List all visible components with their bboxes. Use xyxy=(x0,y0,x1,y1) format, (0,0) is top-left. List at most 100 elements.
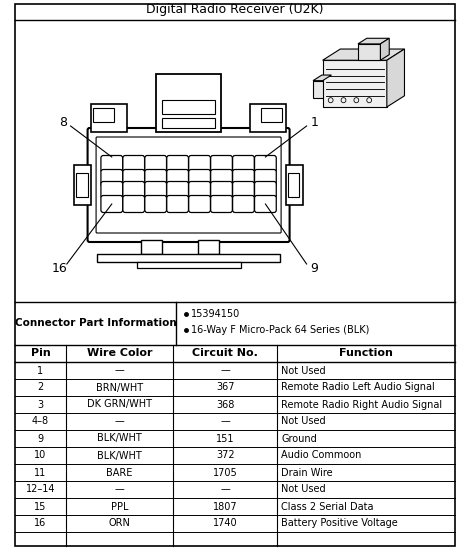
Polygon shape xyxy=(313,75,331,81)
FancyBboxPatch shape xyxy=(167,195,189,212)
Polygon shape xyxy=(381,39,389,60)
Text: 151: 151 xyxy=(216,433,235,443)
FancyBboxPatch shape xyxy=(167,156,189,173)
Text: Not Used: Not Used xyxy=(281,485,326,494)
Bar xyxy=(250,104,286,132)
FancyBboxPatch shape xyxy=(88,128,290,242)
Text: 16: 16 xyxy=(34,519,46,529)
Text: 4–8: 4–8 xyxy=(32,416,49,426)
FancyBboxPatch shape xyxy=(101,182,123,199)
FancyBboxPatch shape xyxy=(210,169,232,186)
Text: Class 2 Serial Data: Class 2 Serial Data xyxy=(281,502,374,512)
Text: Wire Color: Wire Color xyxy=(87,349,153,359)
Text: —: — xyxy=(115,416,125,426)
Text: Audio Commoon: Audio Commoon xyxy=(281,450,362,460)
Bar xyxy=(198,240,219,254)
Text: Digital Radio Receiver (U2K): Digital Radio Receiver (U2K) xyxy=(146,3,324,16)
Polygon shape xyxy=(358,39,389,44)
Text: 9: 9 xyxy=(310,261,318,274)
FancyBboxPatch shape xyxy=(145,169,166,186)
Bar xyxy=(162,118,215,128)
FancyBboxPatch shape xyxy=(255,182,276,199)
Text: Battery Positive Voltage: Battery Positive Voltage xyxy=(281,519,398,529)
FancyBboxPatch shape xyxy=(101,156,123,173)
Text: DK GRN/WHT: DK GRN/WHT xyxy=(87,399,152,410)
FancyBboxPatch shape xyxy=(123,169,145,186)
FancyBboxPatch shape xyxy=(145,156,166,173)
FancyBboxPatch shape xyxy=(101,169,123,186)
Bar xyxy=(137,262,240,268)
FancyBboxPatch shape xyxy=(189,182,210,199)
Text: 15: 15 xyxy=(34,502,46,512)
Bar xyxy=(91,104,127,132)
FancyBboxPatch shape xyxy=(189,169,210,186)
FancyBboxPatch shape xyxy=(210,182,232,199)
Text: 9: 9 xyxy=(37,433,44,443)
Bar xyxy=(286,165,303,205)
Text: Connector Part Information: Connector Part Information xyxy=(15,318,177,328)
Bar xyxy=(76,173,88,197)
Text: BRN/WHT: BRN/WHT xyxy=(96,382,143,393)
Text: 368: 368 xyxy=(216,399,235,410)
Text: 15394150: 15394150 xyxy=(191,309,241,319)
Text: —: — xyxy=(115,485,125,494)
Text: —: — xyxy=(220,366,230,376)
FancyBboxPatch shape xyxy=(233,156,255,173)
Bar xyxy=(323,60,387,107)
Text: ORN: ORN xyxy=(109,519,131,529)
Text: 1705: 1705 xyxy=(213,468,238,477)
Text: 16-Way F Micro-Pack 64 Series (BLK): 16-Way F Micro-Pack 64 Series (BLK) xyxy=(191,325,370,335)
Text: Ground: Ground xyxy=(281,433,317,443)
FancyBboxPatch shape xyxy=(255,156,276,173)
Text: 10: 10 xyxy=(34,450,46,460)
Text: 1807: 1807 xyxy=(213,502,238,512)
Text: 8: 8 xyxy=(59,116,67,129)
FancyBboxPatch shape xyxy=(210,156,232,173)
FancyBboxPatch shape xyxy=(167,169,189,186)
FancyBboxPatch shape xyxy=(123,195,145,212)
Text: 372: 372 xyxy=(216,450,235,460)
Bar xyxy=(358,44,381,60)
Text: Circuit No.: Circuit No. xyxy=(192,349,258,359)
Text: —: — xyxy=(115,366,125,376)
Text: 1740: 1740 xyxy=(213,519,238,529)
Bar xyxy=(97,254,280,262)
Text: Function: Function xyxy=(339,349,393,359)
Text: 367: 367 xyxy=(216,382,235,393)
Text: 2: 2 xyxy=(37,382,44,393)
FancyBboxPatch shape xyxy=(233,195,255,212)
Text: —: — xyxy=(220,485,230,494)
Text: Not Used: Not Used xyxy=(281,416,326,426)
FancyBboxPatch shape xyxy=(255,195,276,212)
Text: Not Used: Not Used xyxy=(281,366,326,376)
FancyBboxPatch shape xyxy=(145,195,166,212)
Polygon shape xyxy=(387,49,404,107)
Text: —: — xyxy=(220,416,230,426)
FancyBboxPatch shape xyxy=(189,156,210,173)
FancyBboxPatch shape xyxy=(189,195,210,212)
Text: 1: 1 xyxy=(310,116,318,129)
Text: 16: 16 xyxy=(51,261,67,274)
Text: Pin: Pin xyxy=(30,349,50,359)
Text: BLK/WHT: BLK/WHT xyxy=(97,450,142,460)
Text: 12–14: 12–14 xyxy=(26,485,55,494)
Text: 11: 11 xyxy=(34,468,46,477)
Bar xyxy=(288,173,299,197)
Bar xyxy=(313,81,324,98)
Bar xyxy=(261,108,282,122)
Text: Remote Radio Left Audio Signal: Remote Radio Left Audio Signal xyxy=(281,382,435,393)
Text: Remote Radio Right Audio Signal: Remote Radio Right Audio Signal xyxy=(281,399,442,410)
Text: Drain Wire: Drain Wire xyxy=(281,468,333,477)
FancyBboxPatch shape xyxy=(255,169,276,186)
Bar xyxy=(162,100,215,114)
FancyBboxPatch shape xyxy=(233,182,255,199)
Text: 3: 3 xyxy=(37,399,44,410)
FancyBboxPatch shape xyxy=(145,182,166,199)
Bar xyxy=(141,240,162,254)
Text: BARE: BARE xyxy=(107,468,133,477)
Text: PPL: PPL xyxy=(111,502,128,512)
Polygon shape xyxy=(323,49,404,60)
FancyBboxPatch shape xyxy=(167,182,189,199)
FancyBboxPatch shape xyxy=(96,137,281,233)
Bar xyxy=(156,74,221,132)
